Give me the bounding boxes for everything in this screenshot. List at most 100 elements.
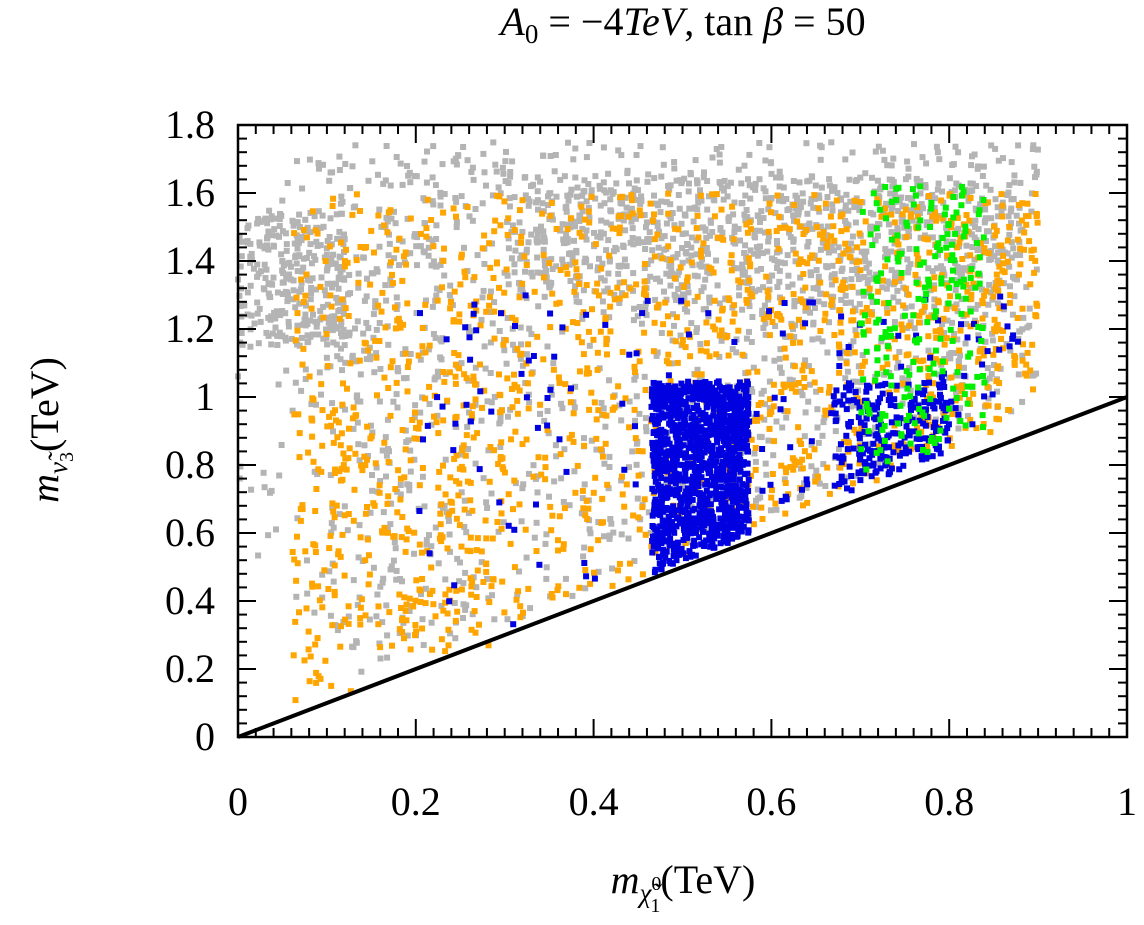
data-point (703, 387, 710, 394)
data-point (677, 264, 684, 271)
data-point (312, 542, 319, 549)
data-point (278, 251, 285, 258)
data-point (752, 466, 759, 473)
data-point (598, 265, 605, 272)
data-point (803, 484, 810, 491)
data-point (588, 187, 595, 194)
data-point (781, 345, 788, 352)
data-point (568, 251, 575, 258)
data-point (675, 226, 682, 233)
data-point (778, 369, 785, 376)
data-point (866, 289, 873, 296)
data-point (573, 249, 580, 256)
data-point (444, 610, 451, 617)
data-point (504, 375, 511, 382)
data-point (272, 324, 279, 331)
data-point (675, 429, 682, 435)
data-point (382, 434, 389, 441)
data-point (283, 241, 290, 248)
data-point (749, 293, 756, 300)
data-point (561, 505, 568, 512)
data-point (876, 221, 883, 228)
data-point (517, 614, 524, 621)
data-point (777, 346, 784, 353)
data-point (642, 531, 649, 538)
data-point (362, 557, 369, 564)
data-point (700, 528, 706, 535)
data-point (318, 391, 324, 398)
data-point (637, 143, 644, 150)
data-point (503, 266, 510, 273)
data-point (326, 243, 333, 250)
data-point (773, 249, 780, 256)
data-point (775, 245, 782, 252)
data-point (304, 590, 311, 597)
data-point (379, 447, 386, 454)
data-point (862, 218, 869, 225)
data-point (560, 236, 567, 243)
data-point (707, 217, 714, 224)
data-point (1007, 292, 1014, 299)
data-point (694, 212, 701, 219)
data-point (299, 185, 306, 192)
data-point (975, 332, 982, 339)
data-point (848, 247, 855, 254)
data-point (689, 489, 696, 496)
data-point (483, 561, 490, 568)
data-point (331, 318, 338, 325)
data-point (713, 146, 720, 152)
data-point (665, 183, 671, 189)
data-point (905, 173, 912, 180)
data-point (849, 149, 856, 156)
data-point (596, 255, 602, 262)
data-point (384, 654, 391, 661)
data-point (809, 174, 816, 181)
data-point (967, 180, 974, 187)
data-point (959, 256, 966, 262)
data-point (820, 229, 827, 236)
data-point (480, 287, 487, 294)
data-point (331, 514, 338, 521)
data-point (319, 212, 326, 219)
data-point (292, 254, 299, 261)
data-point (631, 363, 638, 370)
data-point (294, 219, 301, 226)
data-point (592, 241, 599, 248)
data-point (979, 315, 986, 322)
data-point (504, 219, 511, 225)
data-point (921, 232, 928, 239)
data-point (664, 464, 671, 471)
data-point (855, 363, 862, 370)
data-point (875, 143, 882, 150)
data-point (929, 216, 936, 223)
data-point (888, 211, 895, 218)
data-point (900, 302, 907, 309)
data-point (883, 303, 890, 310)
data-point (851, 197, 858, 204)
data-point (671, 159, 678, 165)
data-point (583, 154, 590, 161)
data-point (264, 235, 270, 242)
data-point (724, 539, 731, 546)
data-point (582, 567, 589, 573)
data-point (651, 488, 658, 495)
data-point (597, 202, 604, 209)
data-point (607, 289, 614, 296)
data-point (733, 466, 740, 472)
data-point (607, 196, 614, 203)
data-point (368, 433, 375, 440)
data-point (353, 412, 360, 419)
data-point (604, 351, 610, 358)
data-point (534, 232, 541, 238)
data-point (480, 579, 487, 585)
data-point (700, 284, 707, 291)
data-point (384, 500, 391, 507)
data-point (422, 600, 429, 607)
data-point (745, 405, 751, 412)
data-point (426, 383, 433, 390)
data-point (889, 176, 896, 183)
data-point (684, 454, 691, 461)
data-point (419, 325, 426, 331)
data-point (390, 533, 397, 540)
data-point (716, 353, 723, 360)
